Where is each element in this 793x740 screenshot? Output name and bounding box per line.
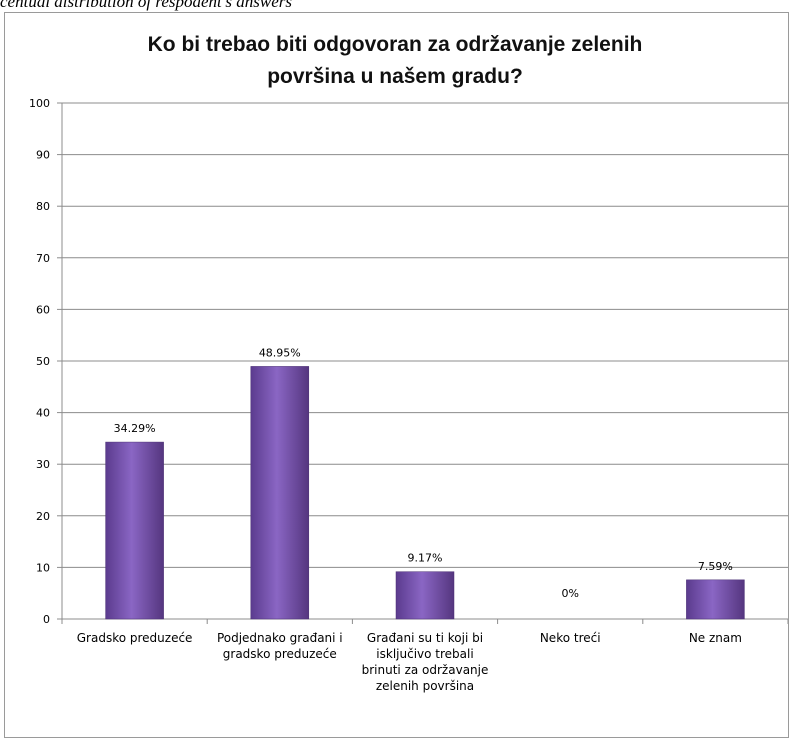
y-tick-label: 60: [36, 303, 50, 316]
data-label: 0%: [561, 587, 578, 600]
y-tick-label: 0: [43, 613, 50, 626]
gridlines: [62, 102, 788, 568]
category-label: Neko treći: [540, 631, 601, 645]
category-label: gradsko preduzeće: [223, 647, 337, 661]
bars: [105, 366, 745, 620]
category-label: Ne znam: [689, 631, 742, 645]
data-label: 7.59%: [698, 560, 733, 573]
y-tick-label: 10: [36, 561, 50, 574]
bar: [250, 366, 310, 620]
category-label: isključivo trebali: [376, 647, 473, 661]
category-label: zelenih površina: [376, 679, 474, 693]
y-tick-label: 40: [36, 407, 50, 420]
data-label: 48.95%: [259, 346, 301, 359]
category-label: Podjednako građani i: [217, 631, 343, 645]
data-labels: 34.29% 48.95% 9.17% 0% 7.59%: [114, 346, 733, 600]
data-label: 34.29%: [114, 422, 156, 435]
figure-caption: centual distribution of respodent's answ…: [0, 0, 293, 11]
category-labels: Gradsko preduzeće Podjednako građani i gra…: [77, 631, 742, 693]
data-label: 9.17%: [408, 552, 443, 565]
bar: [395, 571, 455, 620]
bar-chart: Ko bi trebao biti odgovoran za održavanj…: [29, 33, 788, 693]
category-label: Građani su ti koji bi: [367, 631, 483, 645]
category-label: brinuti za održavanje: [362, 663, 489, 677]
bar: [105, 441, 164, 620]
axes: 0 10 20 30 40 50 60 70 80 90 100: [29, 97, 788, 626]
chart-title: Ko bi trebao biti odgovoran za održavanj…: [148, 33, 643, 88]
category-label: Gradsko preduzeće: [77, 631, 193, 645]
y-tick-label: 70: [36, 252, 50, 265]
bar: [686, 579, 745, 620]
chart-area: Ko bi trebao biti odgovoran za održavanj…: [4, 12, 789, 738]
y-tick-label: 80: [36, 200, 50, 213]
y-tick-label: 20: [36, 510, 50, 523]
y-tick-label: 90: [36, 149, 50, 162]
chart-title-line: Ko bi trebao biti odgovoran za održavanj…: [148, 33, 643, 56]
y-tick-label: 100: [29, 97, 50, 110]
y-tick-label: 50: [36, 355, 50, 368]
y-tick-label: 30: [36, 458, 50, 471]
chart-title-line: površina u našem gradu?: [267, 65, 523, 88]
